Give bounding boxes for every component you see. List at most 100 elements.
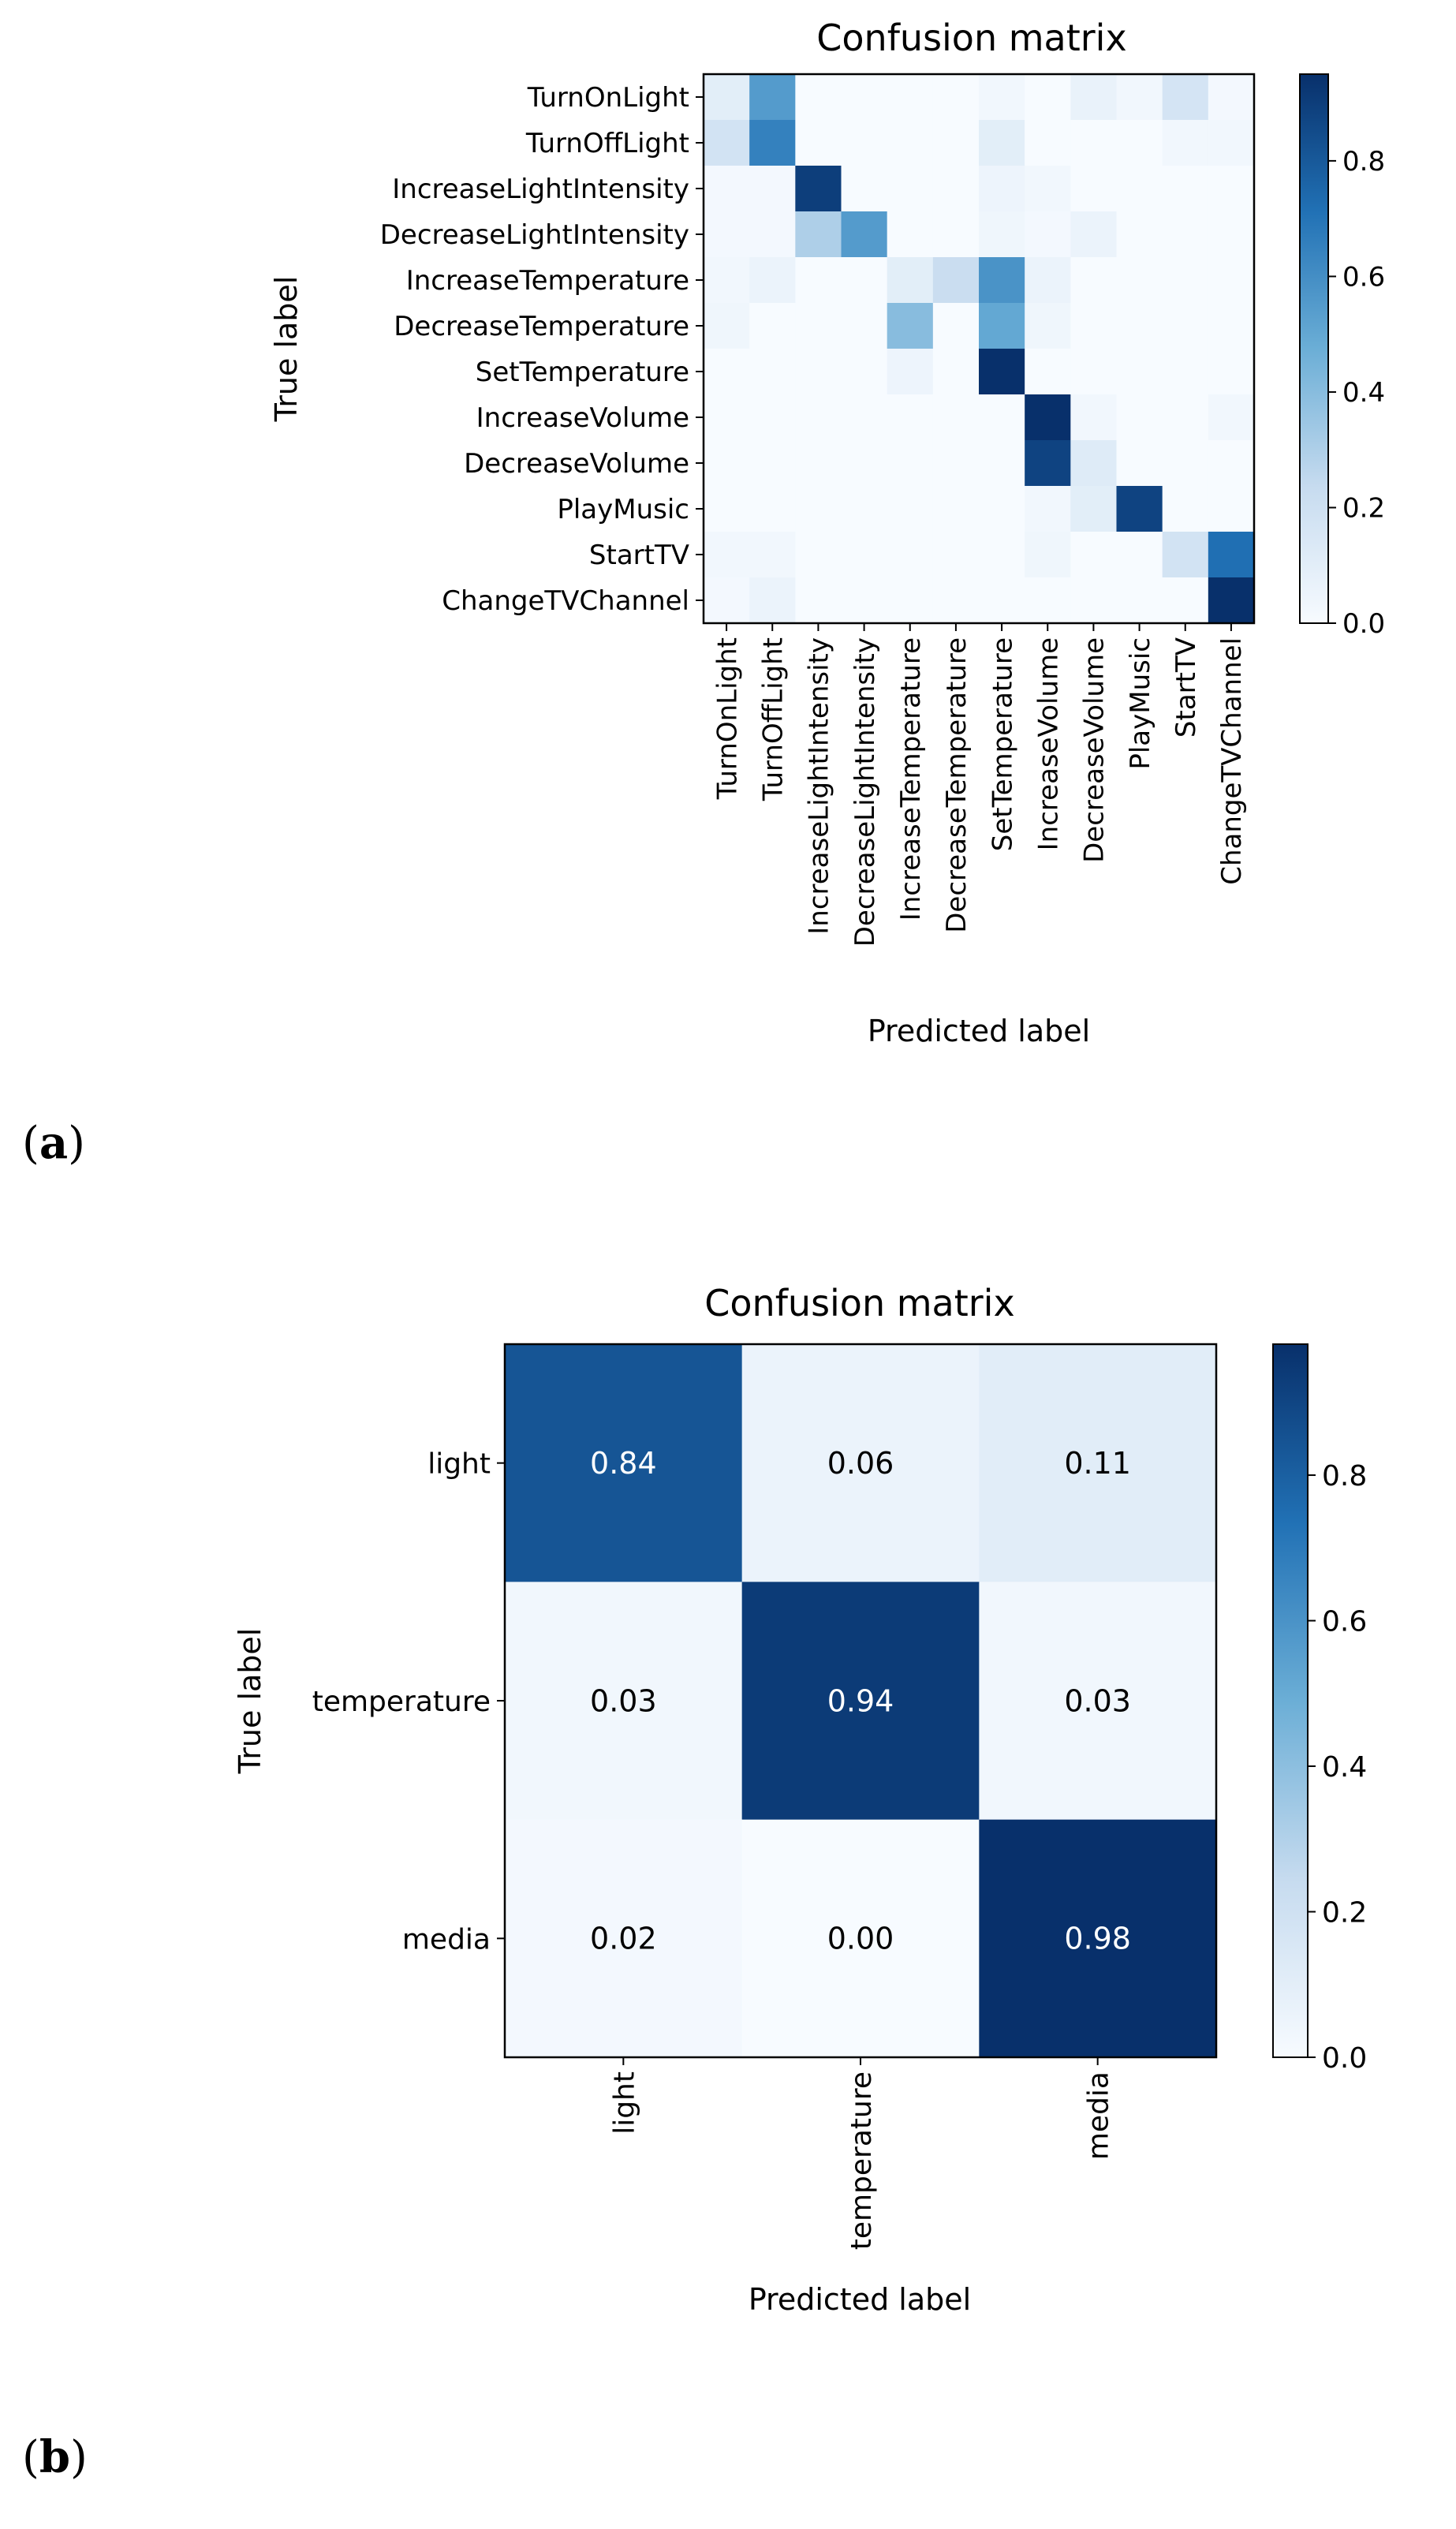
matrix-cell (1025, 120, 1071, 166)
matrix-cell (1116, 166, 1163, 212)
x-tick-label: PlayMusic (1125, 637, 1156, 770)
chart-a-y-tick-labels: TurnOnLight TurnOffLight IncreaseLightInte… (380, 82, 704, 617)
matrix-cell (1070, 303, 1117, 349)
cell-value-label: 0.00 (827, 1922, 894, 1956)
x-tick-label: DecreaseTemperature (941, 637, 973, 933)
matrix-cell (1208, 211, 1255, 258)
y-tick-label: StartTV (589, 540, 689, 571)
matrix-cell (841, 74, 888, 121)
chart-b-cells (505, 1344, 1217, 2058)
matrix-cell (932, 120, 980, 166)
matrix-cell (795, 303, 842, 349)
matrix-cell (1162, 486, 1209, 532)
matrix-cell (1070, 257, 1117, 304)
matrix-cell (1025, 486, 1071, 532)
matrix-cell (749, 166, 796, 212)
matrix-cell (1070, 532, 1117, 578)
matrix-cell (1162, 349, 1209, 395)
cell-value-label: 0.11 (1064, 1446, 1131, 1481)
matrix-cell (1208, 74, 1255, 121)
matrix-cell (932, 486, 980, 532)
confusion-matrix-chart-a: Confusion matrix TurnOnLight TurnOffLight… (269, 17, 1385, 1048)
matrix-cell (1116, 120, 1163, 166)
matrix-cell (932, 166, 980, 212)
matrix-cell (932, 257, 980, 304)
matrix-cell (887, 394, 934, 441)
matrix-cell (1070, 74, 1117, 121)
matrix-cell (749, 577, 796, 624)
matrix-cell (1025, 349, 1071, 395)
matrix-cell (932, 349, 980, 395)
matrix-cell (841, 532, 888, 578)
matrix-cell (704, 257, 750, 304)
matrix-cell (1070, 120, 1117, 166)
matrix-cell (1208, 577, 1255, 624)
matrix-cell (741, 1582, 980, 1821)
matrix-cell (704, 211, 750, 258)
x-tick-label: StartTV (1170, 637, 1202, 738)
matrix-cell (795, 120, 842, 166)
matrix-cell (887, 120, 934, 166)
matrix-cell (1025, 257, 1071, 304)
chart-b-colorbar (1272, 1343, 1309, 2058)
matrix-cell (887, 74, 934, 121)
colorbar-tick-label: 0.0 (1342, 608, 1385, 640)
colorbar-tick-label: 0.2 (1322, 1896, 1367, 1929)
chart-b-cell-values: 0.84 0.06 0.11 0.03 0.94 0.03 0.02 0.00 0.98 (590, 1446, 1131, 1956)
matrix-cell (704, 166, 750, 212)
matrix-cell (932, 394, 980, 441)
matrix-cell (841, 440, 888, 487)
matrix-cell (887, 303, 934, 349)
x-tick-label: TurnOffLight (757, 637, 789, 801)
matrix-cell (1116, 394, 1163, 441)
matrix-cell (887, 440, 934, 487)
y-tick-label: IncreaseLightIntensity (392, 174, 689, 205)
matrix-cell (841, 211, 888, 258)
matrix-cell (704, 74, 750, 121)
matrix-cell (979, 349, 1025, 395)
matrix-cell (749, 532, 796, 578)
matrix-cell (749, 257, 796, 304)
matrix-cell (1208, 486, 1255, 532)
matrix-cell (932, 532, 980, 578)
matrix-cell (704, 120, 750, 166)
matrix-cell (704, 486, 750, 532)
matrix-cell (1162, 120, 1209, 166)
matrix-cell (1208, 120, 1255, 166)
cell-value-label: 0.98 (1064, 1922, 1131, 1956)
y-tick-label: DecreaseVolume (464, 448, 689, 480)
x-tick-label: DecreaseVolume (1079, 637, 1111, 863)
matrix-cell (505, 1819, 743, 2058)
matrix-cell (1116, 74, 1163, 121)
matrix-cell (749, 303, 796, 349)
x-tick-label: TurnOnLight (711, 637, 743, 800)
matrix-cell (1070, 486, 1117, 532)
matrix-cell (795, 440, 842, 487)
matrix-cell (1070, 440, 1117, 487)
matrix-cell (704, 440, 750, 487)
matrix-cell (1070, 166, 1117, 212)
colorbar-tick-label: 0.0 (1322, 2042, 1367, 2075)
matrix-cell (932, 211, 980, 258)
matrix-cell (841, 577, 888, 624)
matrix-cell (979, 394, 1025, 441)
matrix-cell (979, 166, 1025, 212)
matrix-cell (887, 166, 934, 212)
colorbar-tick-label: 0.4 (1342, 377, 1385, 409)
y-tick-label: IncreaseTemperature (406, 265, 689, 297)
matrix-cell (979, 1582, 1217, 1821)
y-tick-label: PlayMusic (557, 494, 689, 525)
matrix-cell (887, 486, 934, 532)
chart-b-xlabel: Predicted label (749, 2282, 971, 2317)
matrix-cell (979, 303, 1025, 349)
matrix-cell (1208, 349, 1255, 395)
y-tick-label: TurnOffLight (525, 128, 689, 159)
matrix-cell (1162, 532, 1209, 578)
matrix-cell (841, 120, 888, 166)
x-tick-label: IncreaseLightIntensity (804, 637, 835, 935)
matrix-cell (795, 532, 842, 578)
matrix-cell (505, 1582, 743, 1821)
matrix-cell (795, 486, 842, 532)
y-tick-label: TurnOnLight (527, 82, 689, 114)
matrix-cell (841, 349, 888, 395)
